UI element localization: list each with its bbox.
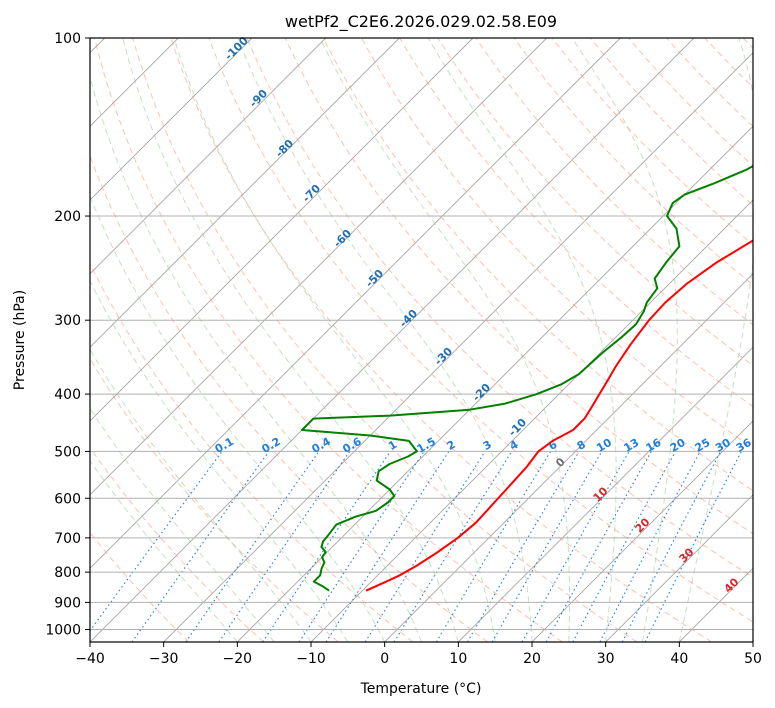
mixing-ratio-line bbox=[644, 451, 742, 642]
moist-adiabat-line bbox=[90, 75, 422, 642]
dry-adiabat-line bbox=[132, 38, 638, 642]
mixing-ratio-line bbox=[218, 451, 351, 642]
isotherm-line bbox=[90, 38, 474, 422]
moist-adiabat-line bbox=[173, 38, 496, 642]
x-tick-label: −10 bbox=[296, 651, 326, 667]
dewpoint-line bbox=[301, 164, 753, 592]
x-axis: −40 −30 −20 −10 0 10 20 30 40 50 bbox=[75, 642, 762, 667]
x-tick-label: 0 bbox=[380, 651, 389, 667]
y-tick-label: 100 bbox=[54, 31, 81, 47]
dry-adiabat-line bbox=[475, 38, 753, 326]
isotherm-line bbox=[90, 38, 327, 275]
dry-adiabat-line bbox=[246, 38, 753, 578]
x-tick-label: −20 bbox=[223, 651, 253, 667]
x-tick-label: 50 bbox=[744, 651, 762, 667]
temperature-line bbox=[365, 239, 753, 592]
y-tick-label: 800 bbox=[54, 565, 81, 581]
y-tick-label: 700 bbox=[54, 531, 81, 547]
x-tick-label: 40 bbox=[670, 651, 688, 667]
mixing-ratio-line bbox=[364, 451, 486, 642]
isotherm-line bbox=[90, 38, 253, 201]
isotherm-line bbox=[90, 38, 548, 496]
profile-lines bbox=[301, 164, 753, 592]
dry-adiabat-line bbox=[513, 38, 753, 286]
plot-frame bbox=[89, 37, 754, 643]
dry-adiabat-line bbox=[94, 38, 563, 642]
x-tick-label: 20 bbox=[523, 651, 541, 667]
mixing-ratio-line bbox=[545, 451, 652, 642]
x-tick-label: −30 bbox=[149, 651, 179, 667]
y-tick-label: 500 bbox=[54, 444, 81, 460]
moist-adiabat-line bbox=[319, 38, 570, 642]
moist-adiabat-line bbox=[237, 38, 533, 642]
x-tick-label: 30 bbox=[597, 651, 615, 667]
y-tick-label: 1000 bbox=[45, 622, 81, 638]
x-tick-label: 10 bbox=[449, 651, 467, 667]
isotherm-line bbox=[163, 52, 753, 642]
isotherm-line bbox=[90, 38, 621, 569]
x-tick-label: −40 bbox=[75, 651, 105, 667]
mixing-ratio-line bbox=[298, 451, 425, 642]
dry-adiabat-line bbox=[170, 38, 712, 642]
gridlines bbox=[90, 38, 753, 630]
mixing-ratio-line bbox=[131, 451, 270, 642]
isotherm-line bbox=[457, 346, 753, 642]
moist-adiabat-line bbox=[427, 38, 617, 642]
isotherm-line bbox=[384, 273, 753, 642]
mixing-ratio-line bbox=[572, 451, 676, 642]
dry-adiabat-line bbox=[90, 446, 264, 642]
moist-adiabat-line bbox=[90, 459, 238, 642]
dry-adiabat-line bbox=[208, 38, 753, 623]
isotherm-line bbox=[90, 38, 400, 348]
moist-adiabat-line bbox=[90, 407, 275, 642]
moist-adiabat-line bbox=[571, 38, 678, 642]
mixing-ratio-line bbox=[467, 451, 580, 642]
y-tick-label: 300 bbox=[54, 313, 81, 329]
isotherm-line bbox=[531, 420, 753, 642]
mixing-ratio-line bbox=[185, 451, 320, 642]
y-axis: 100 200 300 400 500 600 700 800 900 1000 bbox=[45, 31, 90, 638]
y-tick-label: 900 bbox=[54, 595, 81, 611]
isotherm-line bbox=[605, 494, 753, 642]
isotherm-line bbox=[236, 125, 753, 642]
moist-adiabat-line bbox=[678, 38, 753, 642]
moist-adiabat-line bbox=[90, 195, 386, 642]
background-lines bbox=[90, 38, 753, 642]
mixing-ratio-line bbox=[393, 451, 513, 642]
mixing-ratio-line bbox=[262, 451, 391, 642]
y-tick-label: 600 bbox=[54, 491, 81, 507]
chart-title: wetPf2_C2E6.2026.029.02.58.E09 bbox=[285, 12, 557, 32]
y-tick-label: 200 bbox=[54, 209, 81, 225]
mixing-ratio-line bbox=[325, 451, 450, 642]
y-axis-label: Pressure (hPa) bbox=[12, 290, 28, 390]
moist-adiabat-line bbox=[90, 348, 312, 642]
dry-adiabat-line bbox=[322, 38, 753, 492]
dry-adiabat-line bbox=[90, 262, 414, 642]
y-tick-label: 400 bbox=[54, 387, 81, 403]
mixing-ratio-line bbox=[435, 451, 552, 642]
x-axis-label: Temperature (°C) bbox=[360, 681, 482, 697]
dry-adiabat-line bbox=[284, 38, 753, 535]
